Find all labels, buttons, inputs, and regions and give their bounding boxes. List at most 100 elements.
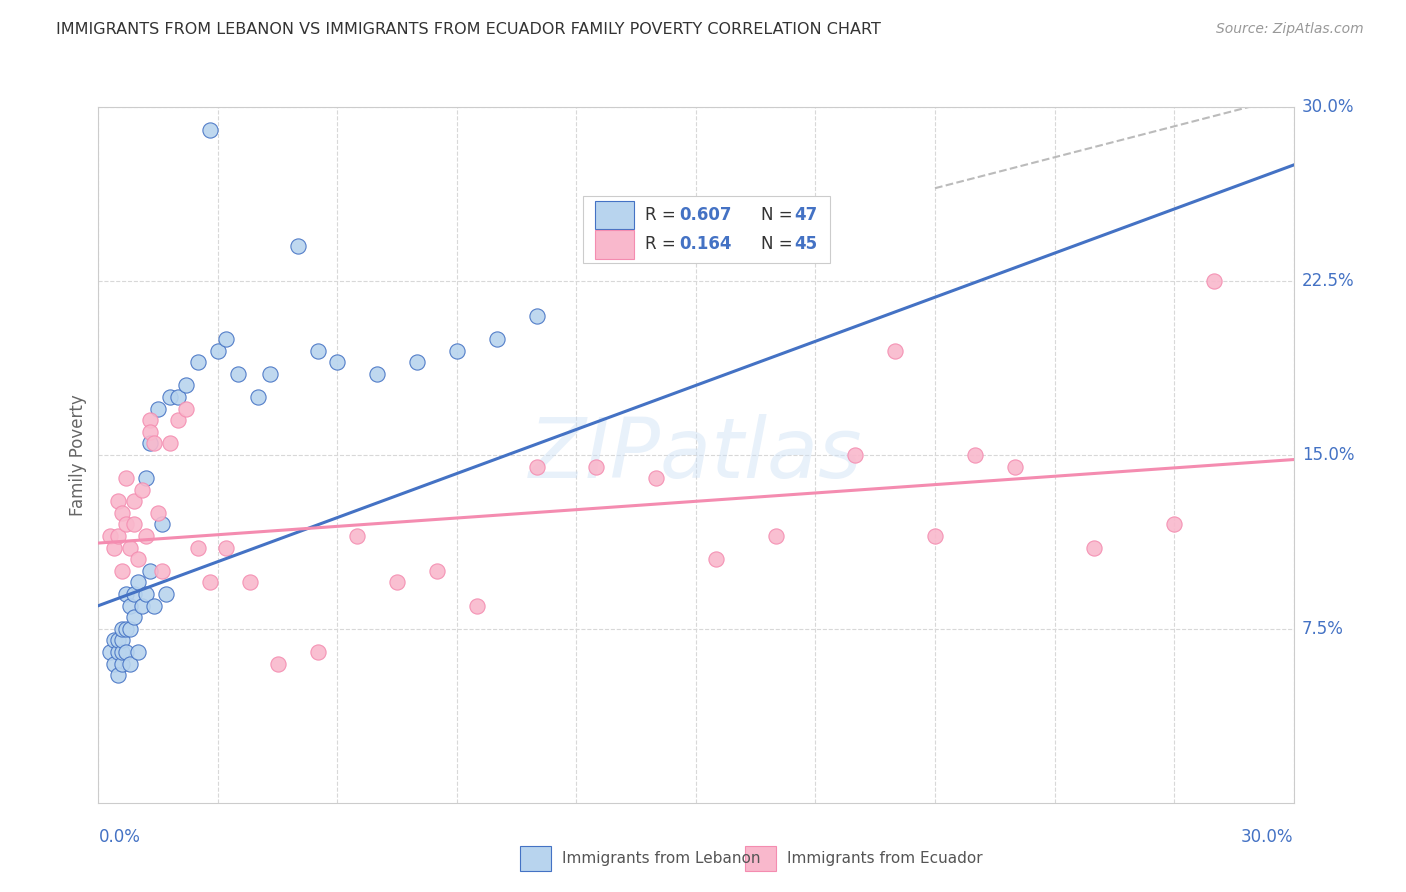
Point (307, 645, 329, 659)
Text: R =: R = (645, 235, 682, 253)
Point (115, 622, 138, 636)
Point (1083, 541, 1105, 555)
Point (446, 343, 468, 358)
Text: 15.0%: 15.0% (1302, 446, 1354, 464)
Point (115, 471, 138, 485)
Point (287, 239, 309, 253)
Point (143, 436, 166, 450)
Point (107, 529, 129, 543)
Point (107, 645, 129, 659)
Point (150, 564, 173, 578)
Point (526, 309, 548, 323)
Text: 45: 45 (794, 235, 817, 253)
Point (198, 575, 221, 590)
Point (465, 599, 488, 613)
Point (98, 529, 122, 543)
Point (267, 657, 290, 671)
Point (120, 541, 142, 555)
Point (167, 390, 190, 404)
Point (120, 599, 142, 613)
Point (1202, 274, 1225, 288)
Point (120, 657, 142, 671)
Point (226, 367, 249, 381)
Point (366, 367, 388, 381)
Point (585, 459, 607, 474)
Point (139, 564, 162, 578)
Point (1004, 459, 1026, 474)
Point (111, 622, 134, 636)
Point (174, 378, 197, 392)
Point (645, 471, 668, 485)
Point (127, 575, 149, 590)
Point (215, 332, 238, 346)
Point (307, 343, 329, 358)
Text: N =: N = (761, 235, 797, 253)
Point (135, 529, 157, 543)
Point (246, 390, 269, 404)
Point (155, 587, 177, 601)
Point (884, 343, 907, 358)
Point (139, 436, 162, 450)
Point (159, 436, 181, 450)
Point (326, 355, 349, 369)
Point (704, 552, 727, 566)
Point (174, 401, 197, 416)
Text: Immigrants from Lebanon: Immigrants from Lebanon (562, 851, 761, 865)
Point (139, 413, 162, 427)
Point (239, 575, 262, 590)
Point (107, 633, 129, 648)
Point (111, 657, 134, 671)
Point (103, 541, 125, 555)
Point (111, 633, 134, 648)
Point (98, 645, 122, 659)
Text: 22.5%: 22.5% (1302, 272, 1354, 290)
Point (115, 517, 138, 532)
Text: IMMIGRANTS FROM LEBANON VS IMMIGRANTS FROM ECUADOR FAMILY POVERTY CORRELATION CH: IMMIGRANTS FROM LEBANON VS IMMIGRANTS FR… (56, 22, 882, 37)
Point (406, 355, 429, 369)
Text: Immigrants from Ecuador: Immigrants from Ecuador (787, 851, 983, 865)
Point (207, 343, 229, 358)
Point (120, 622, 142, 636)
Point (844, 448, 866, 462)
Point (135, 471, 157, 485)
Point (167, 413, 190, 427)
Text: 30.0%: 30.0% (1241, 828, 1294, 846)
Point (150, 517, 173, 532)
Point (187, 355, 209, 369)
Point (924, 529, 946, 543)
Point (1163, 517, 1185, 532)
Point (765, 529, 787, 543)
Point (131, 599, 153, 613)
Text: N =: N = (761, 206, 797, 224)
Point (124, 587, 146, 601)
Point (526, 459, 548, 474)
Text: 30.0%: 30.0% (1302, 98, 1354, 116)
Point (346, 529, 368, 543)
Point (111, 506, 134, 520)
Point (111, 645, 134, 659)
Point (485, 332, 508, 346)
Point (198, 123, 221, 137)
Point (111, 564, 134, 578)
Point (963, 448, 986, 462)
Point (159, 390, 181, 404)
Text: 7.5%: 7.5% (1302, 620, 1344, 638)
Point (115, 587, 138, 601)
Point (135, 587, 157, 601)
Point (426, 564, 449, 578)
Point (124, 610, 146, 624)
Point (107, 494, 129, 508)
Text: ZIPatlas: ZIPatlas (529, 415, 863, 495)
Point (131, 483, 153, 497)
Text: Source: ZipAtlas.com: Source: ZipAtlas.com (1216, 22, 1364, 37)
Point (127, 645, 149, 659)
Point (215, 541, 238, 555)
Point (259, 367, 281, 381)
Point (143, 599, 166, 613)
Y-axis label: Family Poverty: Family Poverty (69, 394, 87, 516)
Point (127, 552, 149, 566)
Point (124, 494, 146, 508)
Point (124, 517, 146, 532)
Point (107, 668, 129, 682)
Text: 47: 47 (794, 206, 818, 224)
